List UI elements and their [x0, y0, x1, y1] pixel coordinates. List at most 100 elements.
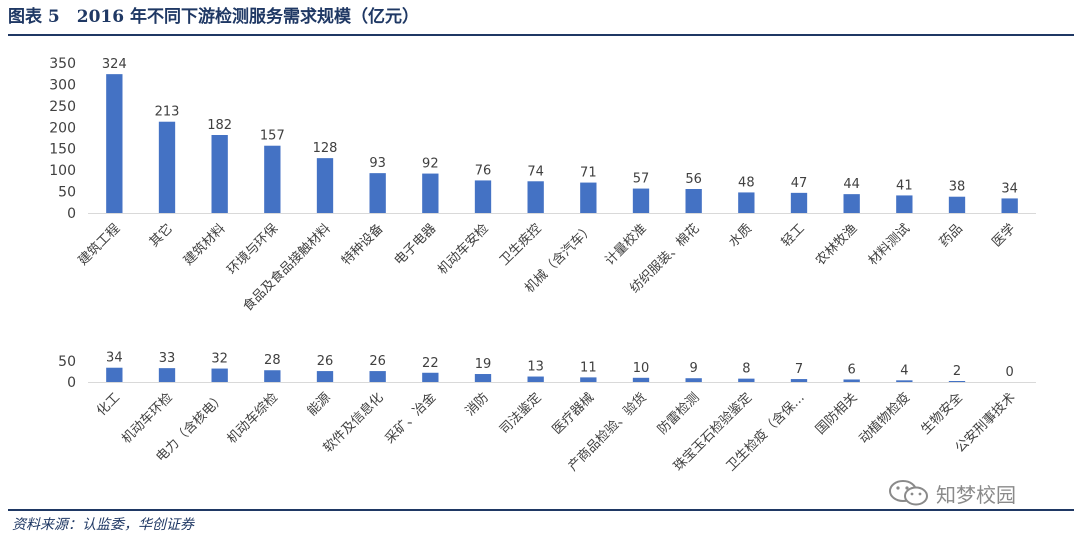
chart1-bar: [738, 192, 755, 213]
chart2-bar: [790, 379, 808, 382]
chart1-bar: [1001, 198, 1018, 213]
chart2-data-label: 11: [580, 360, 597, 375]
chart2-bar: [580, 377, 597, 382]
chart2-category-label: 国防相关: [812, 390, 860, 438]
chart1-y-tick-label: 50: [58, 185, 76, 201]
chart1-data-label: 157: [260, 129, 285, 144]
chart2-bar: [158, 368, 176, 382]
chart1-category-label: 其它: [146, 221, 176, 251]
chart1-category-label: 水质: [726, 221, 755, 250]
chart1-category-label: 建筑材料: [180, 221, 228, 269]
chart1-category-label: 环境与环保: [225, 221, 282, 278]
chart1-bar: [948, 196, 966, 213]
chart1-category-label: 药品: [937, 221, 966, 250]
chart2-bar: [211, 368, 228, 382]
chart1-data-label: 41: [896, 178, 913, 193]
chart1-data-label: 76: [475, 163, 492, 178]
chart2-data-label: 2: [953, 364, 961, 379]
chart2-bar: [422, 372, 439, 382]
chart2-bar: [632, 377, 650, 382]
chart1-y-tick-label: 200: [49, 120, 76, 136]
chart2-category-label: 生物安全: [918, 390, 966, 438]
watermark: 知梦校园: [888, 478, 1016, 508]
chart1-category-label: 建筑工程: [75, 221, 123, 269]
chart1-category-label: 轻工: [779, 221, 808, 250]
chart2-data-label: 26: [369, 354, 386, 369]
chart1-data-label: 93: [369, 156, 386, 171]
chart1-category-label: 计量校准: [602, 221, 650, 269]
chart2-bar: [843, 379, 860, 382]
chart1-data-label: 74: [527, 164, 544, 179]
chart1-y-tick-label: 350: [49, 56, 76, 72]
chart1-data-label: 128: [313, 141, 338, 156]
chart2-category-label: 机动车环检: [119, 390, 176, 447]
chart1-bar: [896, 195, 913, 213]
chart2-bar: [896, 380, 913, 382]
source-note: 资料来源：认监委，华创证券: [12, 517, 194, 533]
chart1-bar: [843, 194, 860, 213]
chart1-data-label: 44: [843, 177, 860, 192]
chart1-data-label: 57: [633, 172, 650, 187]
chart1-category-label: 材料测试: [866, 221, 913, 268]
chart1-data-label: 182: [207, 118, 232, 133]
chart1-bar: [106, 74, 123, 214]
chart2-data-label: 19: [475, 357, 492, 372]
chart1-data-label: 56: [685, 172, 702, 187]
chart1-data-label: 213: [155, 105, 180, 120]
chart1-category-label: 卫生疾控: [497, 221, 544, 268]
chart2-category-label: 机动车综检: [224, 390, 281, 447]
chart1-y-tick-label: 100: [49, 163, 76, 179]
chart1-data-label: 34: [1001, 181, 1018, 196]
title-rule: [8, 34, 1074, 36]
chart1-data-label: 92: [422, 157, 439, 172]
chart1-data-label: 38: [949, 180, 966, 195]
chart2-category-label: 防雷检测: [654, 390, 702, 438]
chart2-data-label: 33: [159, 351, 176, 366]
chart1-data-label: 324: [102, 57, 127, 72]
chart2-category-label: 消防: [462, 390, 492, 420]
chart2-category-label: 化工: [94, 390, 123, 419]
chart1-data-label: 47: [791, 176, 808, 191]
chart1-category-label: 机动车安检: [435, 221, 492, 278]
chart2-data-label: 10: [633, 361, 650, 376]
chart2-bar: [264, 370, 281, 382]
chart1-bar: [422, 173, 439, 213]
chart2-data-label: 8: [742, 362, 750, 377]
chart2-bar: [685, 378, 702, 382]
chart1-bar: [158, 121, 176, 213]
chart1-bar: [685, 189, 702, 213]
chart2-category-label: 动植物检疫: [856, 390, 913, 447]
chart2-bar: [948, 381, 966, 382]
chart1-category-label: 电子电器: [392, 221, 439, 268]
chart2-data-label: 6: [848, 362, 856, 377]
chart1-data-label: 48: [738, 175, 755, 190]
chart1-bar: [264, 145, 281, 213]
chart1-data-label: 71: [580, 166, 597, 181]
chart1-bar: [790, 192, 808, 213]
chart2-bar: [106, 367, 123, 382]
chart2-data-label: 34: [106, 351, 123, 366]
chart2-y-tick-label: 50: [58, 354, 76, 370]
source-rule: [8, 509, 1074, 511]
chart2-data-label: 4: [900, 363, 908, 378]
chart1-y-tick-label: 250: [49, 99, 76, 115]
chart2-bar: [369, 371, 386, 382]
figure-title: 图表 5 2016 年不同下游检测服务需求规模（亿元）: [8, 7, 419, 27]
chart1-category-label: 医学: [989, 221, 1019, 251]
chart2-y-tick-label: 0: [67, 375, 76, 391]
chart1-y-tick-label: 150: [49, 142, 76, 158]
chart1-bar: [632, 188, 650, 213]
chart2-bar: [474, 374, 492, 382]
chart2-data-label: 7: [795, 362, 803, 377]
watermark-text: 知梦校园: [936, 482, 1016, 507]
chart1-bar: [211, 135, 228, 213]
chart2-data-label: 22: [422, 356, 439, 371]
chart1-y-tick-label: 300: [49, 77, 76, 93]
chart1-category-label: 食品及食品接触材料: [240, 221, 334, 315]
chart2-data-label: 28: [264, 353, 281, 368]
chart2-category-label: 能源: [305, 390, 334, 419]
chart1-bar: [527, 181, 544, 213]
chart2-category-label: 采矿、冶金: [382, 390, 439, 447]
chart2-category-label: 医疗器械: [550, 390, 597, 437]
chart1-category-label: 农林牧渔: [813, 221, 860, 268]
